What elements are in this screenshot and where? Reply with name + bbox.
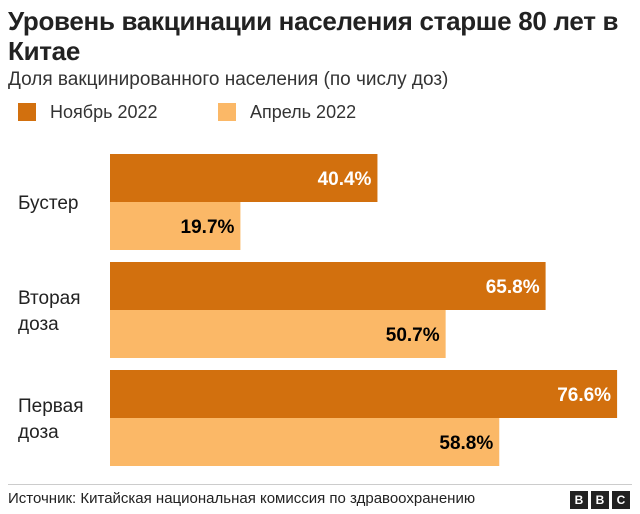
bbc-logo-letter: C [612, 491, 630, 509]
chart-subtitle: Доля вакцинированного населения (по числ… [8, 69, 449, 90]
category-label: доза [18, 314, 59, 335]
bar-april [110, 418, 500, 466]
category-label: Первая [18, 396, 84, 417]
footer-divider [8, 484, 632, 485]
chart-title: Уровень вакцинации населения старше 80 л… [8, 6, 619, 66]
legend-label-november: Ноябрь 2022 [50, 102, 158, 122]
legend-swatch-april [218, 103, 236, 121]
data-label: 40.4% [318, 169, 372, 190]
category-label: Вторая [18, 288, 81, 309]
source-note: Источник: Китайская национальная комисси… [8, 490, 476, 507]
data-label: 58.8% [439, 433, 493, 454]
category-label: Бустер [18, 193, 78, 214]
bbc-logo-letter: B [570, 491, 588, 509]
bar-april [110, 310, 446, 358]
category-label: доза [18, 422, 59, 443]
data-label: 50.7% [386, 325, 440, 346]
bar-april [110, 202, 241, 250]
legend-label-april: Апрель 2022 [250, 102, 357, 122]
data-label: 65.8% [486, 277, 540, 298]
bar-november [110, 154, 378, 202]
legend-swatch-november [18, 103, 36, 121]
data-label: 76.6% [557, 385, 611, 406]
bbc-logo-letter: B [591, 491, 609, 509]
data-label: 19.7% [181, 217, 235, 238]
bar-november [110, 262, 546, 310]
bar-november [110, 370, 618, 418]
